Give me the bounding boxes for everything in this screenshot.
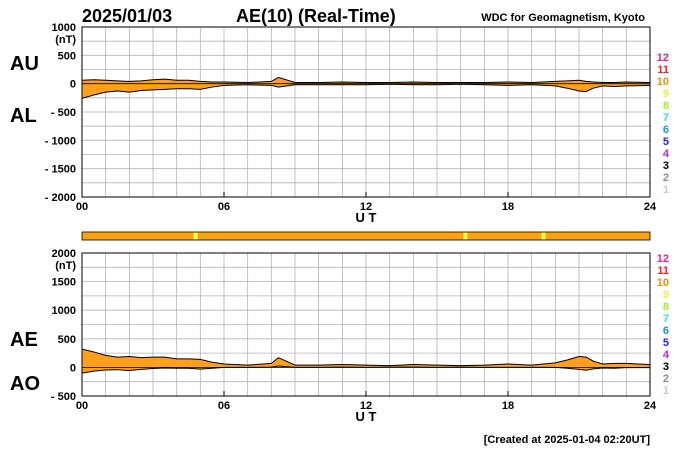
station-count-label: 4: [663, 148, 670, 160]
y-tick-label: 500: [58, 50, 76, 62]
created-timestamp: [Created at 2025-01-04 02:20UT]: [484, 434, 651, 446]
station-count-label: 5: [663, 337, 669, 349]
y-tick-label: 0: [70, 362, 76, 374]
x-tick-label: 00: [76, 400, 88, 412]
station-count-label: 11: [657, 64, 669, 76]
station-count-label: 5: [663, 136, 669, 148]
y-tick-label: - 1000: [45, 135, 76, 147]
station-count-label: 1: [663, 184, 669, 196]
ae-ao-x-axis-label: U T: [356, 409, 377, 424]
station-count-label: 2: [663, 172, 669, 184]
ae-series-line: [81, 348, 651, 367]
au-al-x-axis-label: U T: [356, 210, 377, 225]
station-count-label: 7: [663, 313, 669, 325]
al-series-line: [81, 83, 651, 99]
station-count-label: 9: [663, 289, 669, 301]
ae-ao-y-axis-unit: (nT): [55, 260, 76, 272]
x-tick-label: 12: [360, 400, 372, 412]
x-tick-label: 06: [218, 400, 230, 412]
au-al-area: [82, 77, 650, 99]
station-count-label: 2: [663, 373, 669, 385]
station-count-label: 1: [663, 385, 669, 397]
station-availability-bar: [81, 231, 651, 241]
y-tick-label: 1500: [52, 277, 76, 289]
ae-label: AE: [10, 329, 38, 351]
station-count-label: 6: [663, 325, 669, 337]
station-count-label: 3: [663, 361, 669, 373]
x-tick-label: 18: [502, 201, 514, 213]
station-count-label: 6: [663, 124, 669, 136]
x-tick-label: 24: [644, 400, 657, 412]
source-label: WDC for Geomagnetism, Kyoto: [481, 12, 645, 24]
station-count-label: 8: [663, 100, 669, 112]
y-tick-label: 1000: [52, 22, 76, 34]
y-tick-label: - 500: [51, 391, 76, 403]
station-count-label: 4: [663, 349, 670, 361]
station-count-label: 12: [657, 52, 669, 64]
station-count-label: 3: [663, 160, 669, 172]
station-bar-highlight: [541, 232, 546, 240]
al-label: AL: [10, 105, 37, 127]
x-tick-label: 00: [76, 201, 88, 213]
y-tick-label: - 1500: [45, 164, 76, 176]
y-tick-label: 0: [70, 79, 76, 91]
ao-label: AO: [10, 373, 40, 395]
station-count-label: 8: [663, 301, 669, 313]
station-count-label: 11: [657, 265, 669, 277]
station-bar-highlight: [463, 232, 468, 240]
y-tick-label: 2000: [52, 248, 76, 260]
station-bar-fill: [81, 231, 651, 241]
x-tick-label: 18: [502, 400, 514, 412]
station-count-label: 12: [657, 253, 669, 265]
station-bar-highlight: [193, 232, 198, 240]
au-al-y-axis-unit: (nT): [55, 34, 76, 46]
x-tick-label: 06: [218, 201, 230, 213]
au-label: AU: [10, 53, 39, 75]
date-title: 2025/01/03: [82, 6, 172, 26]
station-count-label: 7: [663, 112, 669, 124]
station-count-label: 10: [657, 76, 669, 88]
y-tick-label: - 2000: [45, 192, 76, 204]
y-tick-label: - 500: [51, 107, 76, 119]
au-series-line: [81, 76, 651, 84]
x-tick-label: 24: [644, 201, 657, 213]
station-count-label: 10: [657, 277, 669, 289]
chart-title: AE(10) (Real-Time): [236, 6, 396, 26]
y-tick-label: 1000: [52, 305, 76, 317]
x-tick-label: 12: [360, 201, 372, 213]
station-count-label: 9: [663, 88, 669, 100]
y-tick-label: 500: [58, 334, 76, 346]
